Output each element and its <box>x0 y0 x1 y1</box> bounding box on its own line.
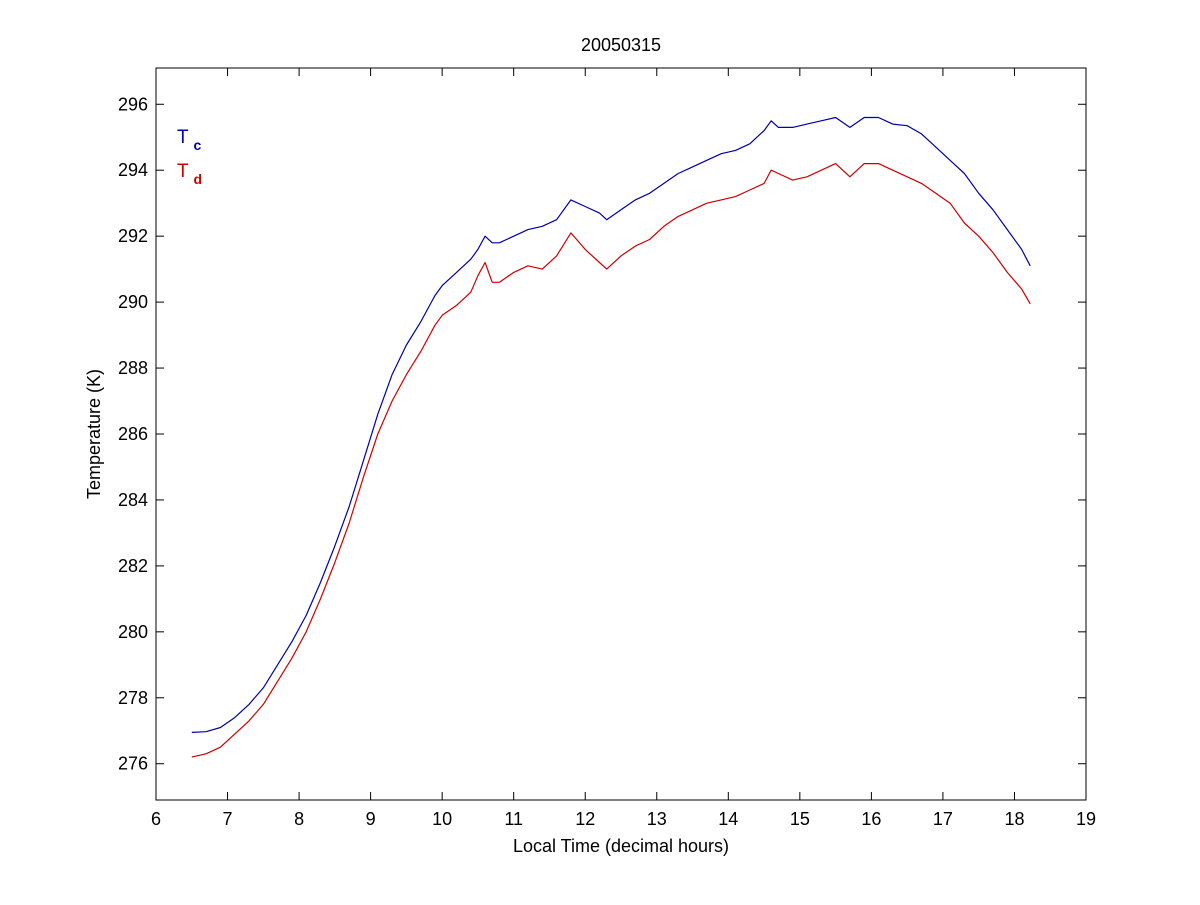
y-tick-label: 280 <box>118 622 148 642</box>
x-tick-label: 17 <box>933 809 953 829</box>
legend-td-sub: d <box>194 171 203 187</box>
x-tick-label: 12 <box>575 809 595 829</box>
x-tick-label: 16 <box>861 809 881 829</box>
y-tick-label: 294 <box>118 160 148 180</box>
chart-title: 20050315 <box>581 35 661 55</box>
y-tick-label: 278 <box>118 688 148 708</box>
y-tick-label: 282 <box>118 556 148 576</box>
plot-area <box>155 67 1087 801</box>
x-tick-label: 9 <box>366 809 376 829</box>
y-tick-label: 284 <box>118 490 148 510</box>
x-tick-label: 6 <box>151 809 161 829</box>
legend-td-main: T <box>177 161 189 182</box>
series-layer <box>191 116 1031 758</box>
x-tick-label: 15 <box>790 809 810 829</box>
y-tick-label: 296 <box>118 94 148 114</box>
y-tick-label: 286 <box>118 424 148 444</box>
x-tick-label: 7 <box>223 809 233 829</box>
y-tick-label: 290 <box>118 292 148 312</box>
legend-tc-sub: c <box>194 137 202 153</box>
x-tick-label: 11 <box>504 809 523 829</box>
x-tick-label: 13 <box>647 809 667 829</box>
x-tick-label: 19 <box>1076 809 1096 829</box>
legend-entry-tc: T c <box>177 127 202 153</box>
legend-tc-main: T <box>177 127 189 148</box>
x-tick-label: 8 <box>294 809 304 829</box>
x-axis-label: Local Time (decimal hours) <box>513 836 729 856</box>
x-tick-label: 18 <box>1004 809 1024 829</box>
x-tick-label: 14 <box>718 809 738 829</box>
y-tick-label: 276 <box>118 754 148 774</box>
legend: T c T d <box>177 127 202 187</box>
legend-entry-td: T d <box>177 161 202 187</box>
x-tick-label: 10 <box>432 809 452 829</box>
series-line-td <box>191 163 1031 758</box>
y-tick-label: 292 <box>118 226 148 246</box>
y-tick-label: 288 <box>118 358 148 378</box>
ticks-layer: 6 7 8 9 10 11 12 13 14 15 16 17 18 19 276 278 280 282 284 2… <box>118 68 1096 829</box>
series-line-tc <box>191 116 1031 733</box>
y-axis-label: Temperature (K) <box>84 369 104 499</box>
